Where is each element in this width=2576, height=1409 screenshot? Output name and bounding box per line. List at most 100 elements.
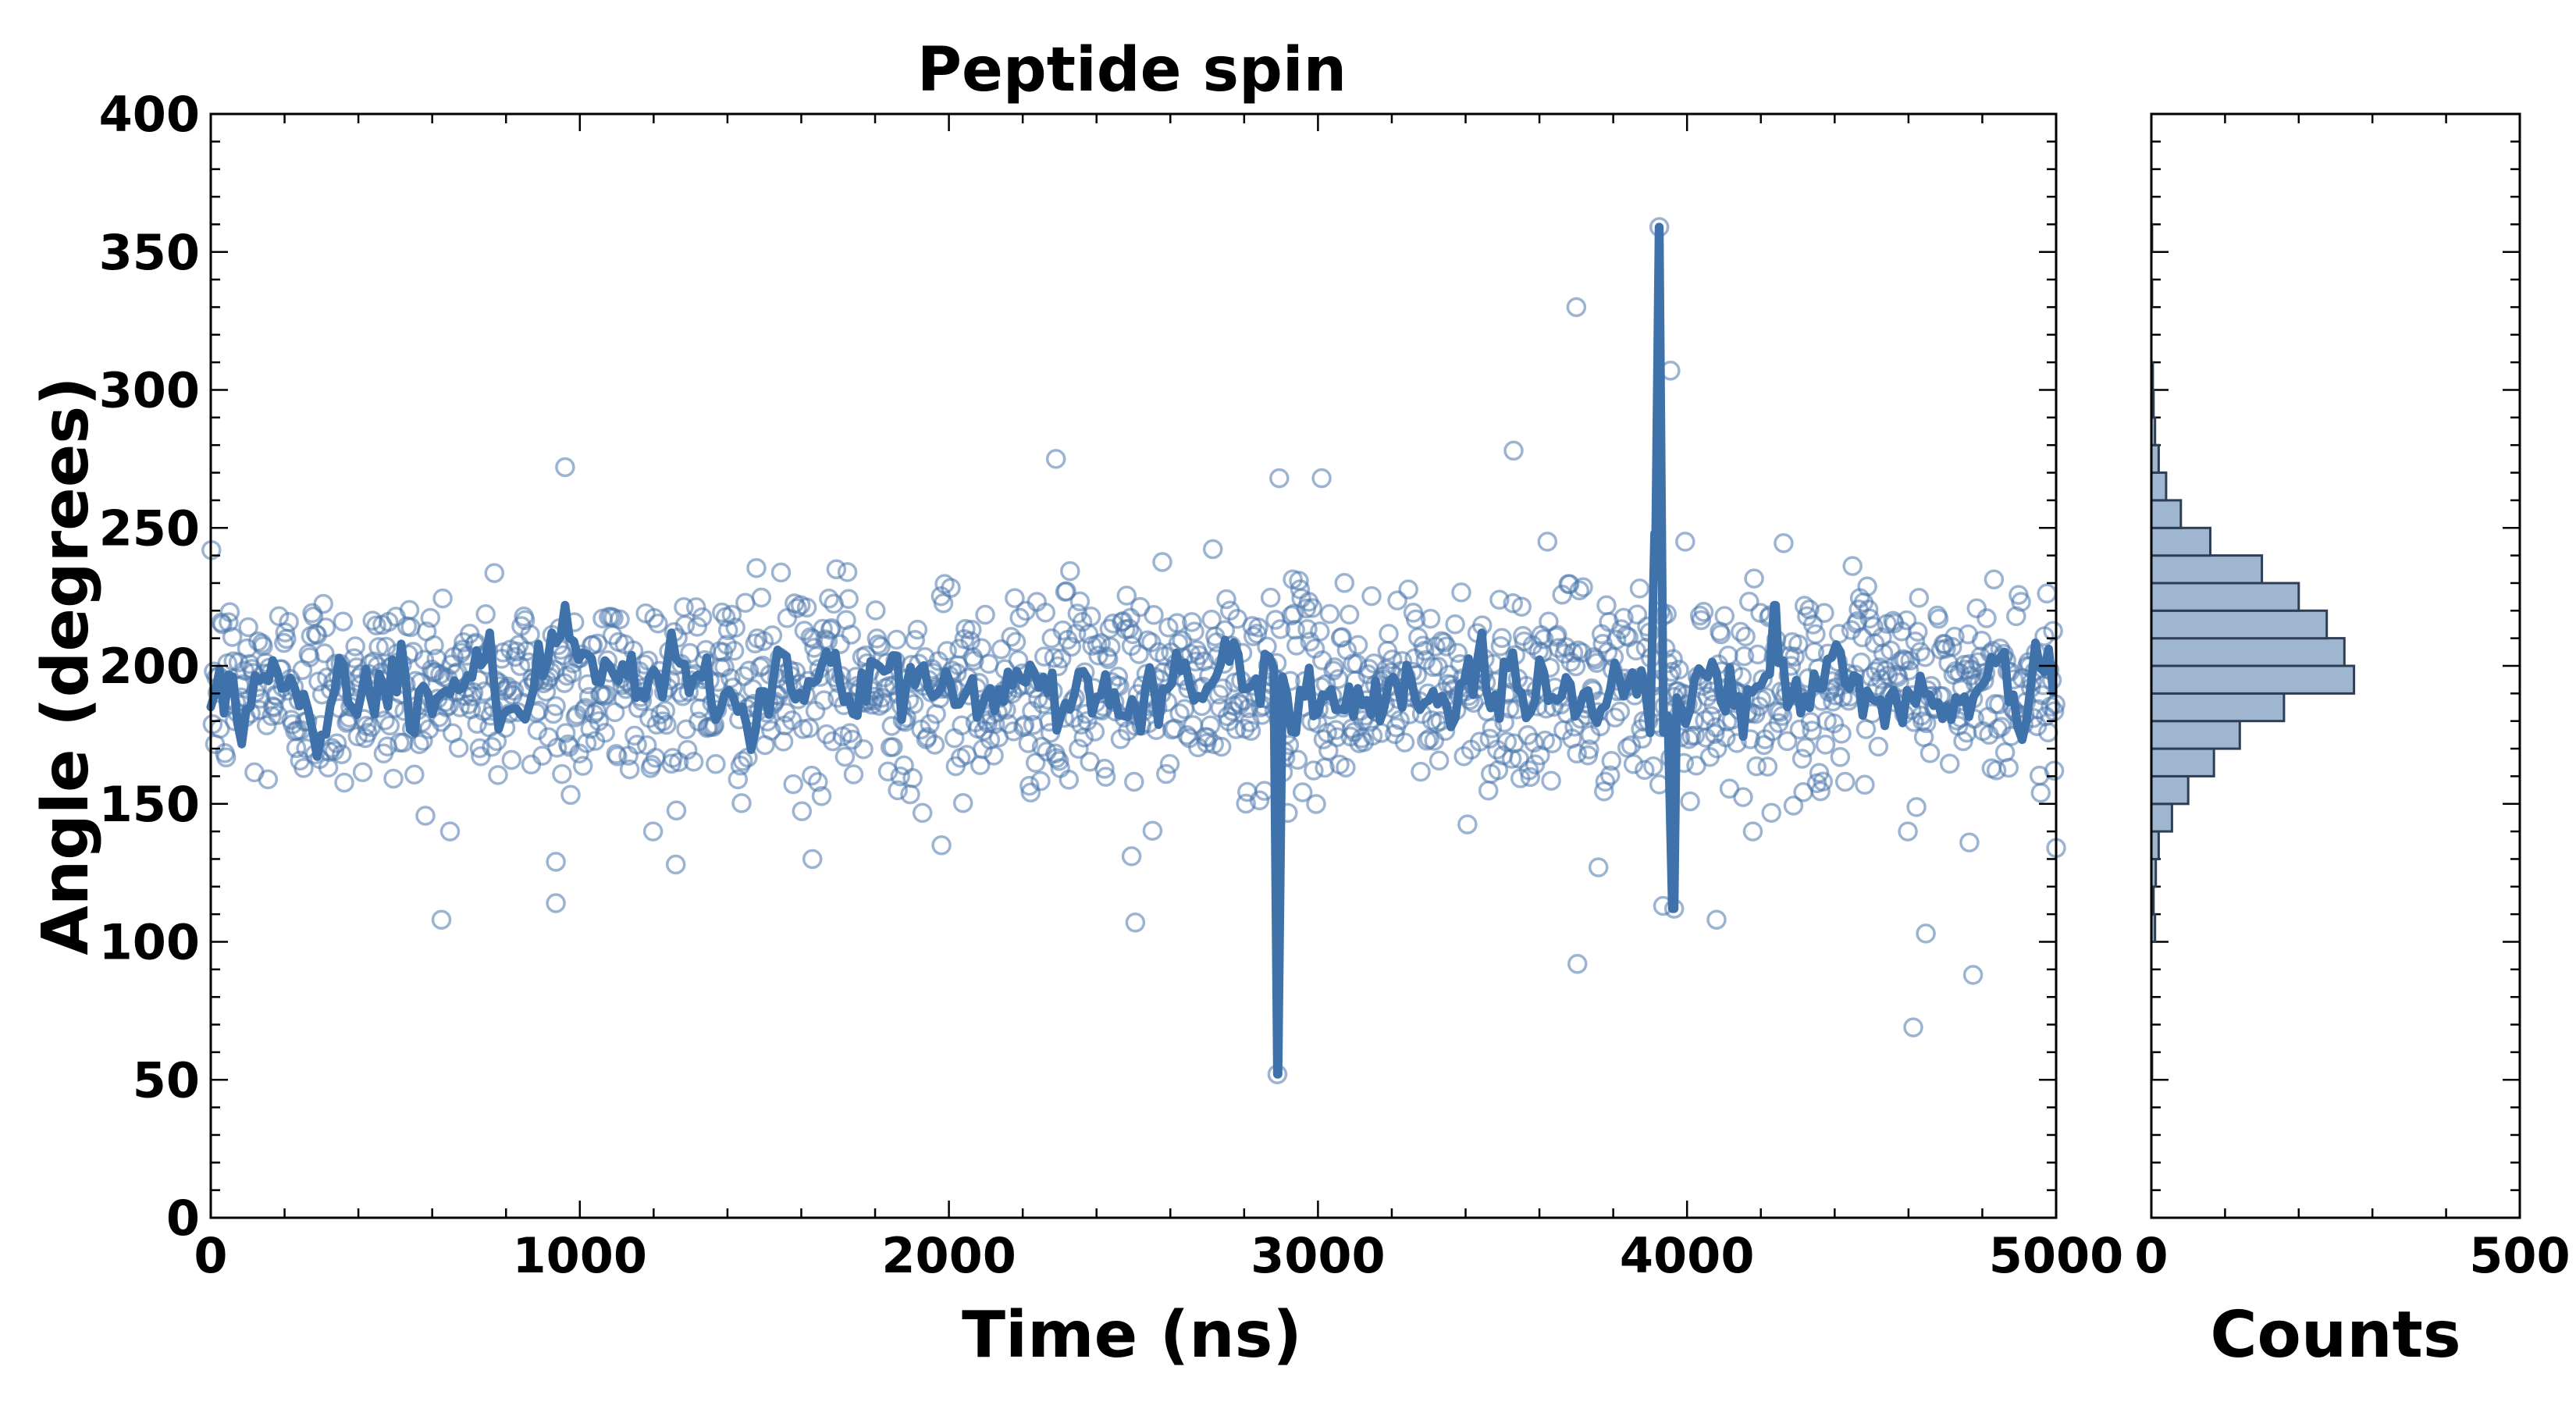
scatter-point — [1249, 790, 1270, 811]
scatter-point — [653, 711, 673, 731]
scatter-point — [2044, 701, 2065, 721]
scatter-point — [1197, 728, 1219, 748]
scatter-point-outlier — [665, 854, 686, 875]
scatter-point — [1944, 626, 1965, 647]
scatter-point — [1387, 590, 1407, 610]
scatter-point — [1056, 581, 1076, 602]
scatter-point — [589, 711, 609, 731]
scatter-point — [322, 738, 342, 759]
y-tick-label: 250 — [99, 500, 200, 557]
scatter-point — [1998, 757, 2019, 778]
scatter-point — [1691, 610, 1712, 631]
scatter-point — [1327, 727, 1347, 748]
scatter-point — [971, 638, 992, 659]
scatter-point — [1675, 532, 1695, 552]
scatter-point — [868, 634, 888, 655]
scatter-point — [318, 757, 339, 777]
scatter-point — [799, 717, 820, 738]
scatter-point — [1324, 657, 1345, 678]
scatter-point — [1144, 604, 1164, 625]
scatter-point — [501, 749, 522, 770]
histogram-bar — [2150, 774, 2190, 806]
scatter-point — [1727, 733, 1747, 753]
scatter-point — [1806, 624, 1826, 645]
scatter-point-outlier — [1916, 923, 1936, 944]
histogram-bar — [2150, 720, 2241, 750]
scatter-point — [1906, 797, 1927, 817]
histogram-frame — [2150, 112, 2521, 1219]
y-tick-label: 150 — [99, 776, 200, 833]
main-ticks — [209, 112, 2520, 1219]
scatter-point — [1297, 619, 1318, 639]
scatter-point — [685, 597, 706, 617]
y-tick-label: 100 — [99, 914, 200, 971]
scatter-point — [1037, 742, 1057, 762]
scatter-point — [712, 602, 732, 623]
scatter-point — [413, 731, 433, 751]
hist-x-tick-label: 0 — [2134, 1227, 2168, 1284]
scatter-point — [1414, 640, 1435, 661]
scatter-point — [1586, 653, 1607, 673]
scatter-point — [1520, 767, 1541, 788]
scatter-point — [721, 604, 742, 625]
scatter-point — [368, 637, 389, 657]
scatter-point — [687, 617, 708, 637]
scatter-point — [1542, 733, 1563, 753]
scatter-point — [1469, 731, 1490, 752]
scatter-point — [1202, 539, 1223, 560]
histogram-bar — [2150, 637, 2346, 667]
scatter-point — [1451, 582, 1471, 603]
scatter-point — [837, 562, 858, 582]
histogram-bar — [2150, 471, 2168, 502]
histogram-panel: Counts 0 500 — [2134, 112, 2571, 1372]
scatter-point — [555, 723, 576, 743]
scatter-point — [724, 640, 745, 661]
scatter-point — [1802, 721, 1822, 741]
scatter-point — [1182, 612, 1202, 632]
scatter-point — [1503, 593, 1523, 614]
scatter-point — [1167, 613, 1187, 633]
scatter-point — [1567, 743, 1587, 764]
scatter-point — [1627, 604, 1648, 625]
scatter-point — [1379, 624, 1399, 644]
y-tick-label: 200 — [99, 638, 200, 695]
scatter-point — [332, 744, 352, 764]
scatter-point — [642, 821, 664, 841]
scatter-point — [1868, 736, 1889, 757]
scatter-point — [937, 641, 957, 661]
scatter-point — [822, 731, 843, 752]
scatter-point — [1794, 596, 1815, 616]
scatter-point — [1834, 771, 1856, 792]
scatter-point — [1680, 791, 1700, 812]
scatter-point — [256, 715, 277, 735]
scatter-point — [2011, 592, 2031, 612]
scatter-point — [315, 617, 336, 638]
scatter-point-outlier — [1962, 965, 1984, 985]
scatter-point — [952, 792, 973, 813]
scatter-point — [1052, 620, 1073, 641]
scatter-point — [841, 624, 862, 645]
scatter-point — [424, 635, 444, 656]
scatter-point — [415, 806, 436, 826]
scatter-point — [1739, 591, 1759, 612]
scatter-point — [1212, 678, 1233, 699]
scatter-point — [1606, 629, 1627, 650]
scatter-point — [1939, 753, 1960, 774]
scatter-point — [1270, 619, 1291, 639]
histogram-bar — [2150, 582, 2300, 612]
scatter-point — [1537, 532, 1558, 552]
scatter-point — [1810, 781, 1831, 802]
scatter-point — [1889, 672, 1909, 693]
histogram-bar — [2150, 664, 2356, 695]
scatter-point — [520, 624, 540, 645]
scatter-point — [546, 696, 566, 717]
scatter-point — [469, 738, 490, 759]
scatter-point — [912, 802, 933, 824]
scatter-point-outlier — [931, 835, 952, 856]
scatter-point — [655, 700, 676, 721]
histogram-tick-labels: 0 500 — [2134, 1227, 2570, 1284]
x-tick-label: 4000 — [1620, 1227, 1755, 1284]
scatter-point — [1159, 753, 1180, 774]
scatter-point — [379, 715, 400, 736]
scatter-point — [352, 762, 373, 782]
